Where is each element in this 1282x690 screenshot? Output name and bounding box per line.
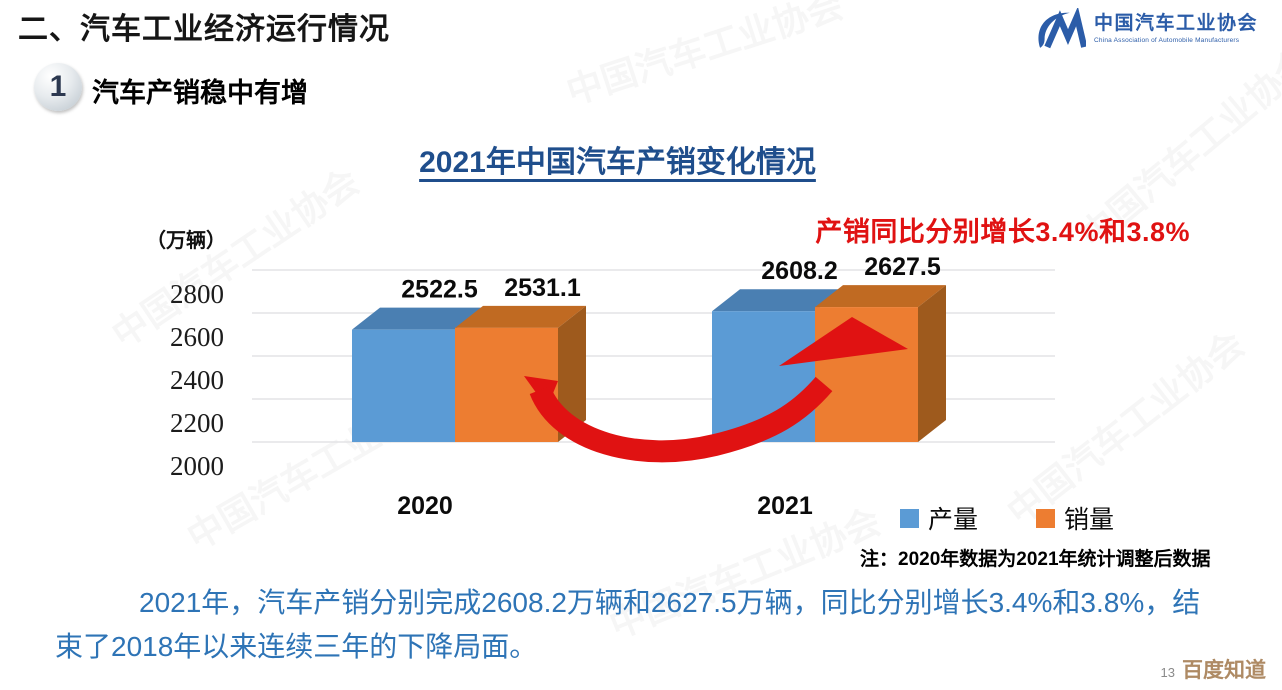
bar-top-face	[352, 307, 483, 330]
y-tick-label: 2600	[170, 322, 224, 352]
chart-legend: 产量 销量	[900, 500, 1114, 536]
legend-swatch-icon	[900, 508, 919, 528]
y-tick-label: 2800	[170, 279, 224, 309]
bar-side-face	[918, 285, 946, 442]
legend-item-销量: 销量	[1036, 500, 1114, 536]
bar-top-face	[455, 305, 586, 328]
growth-annotation: 产销同比分别增长3.4%和3.8%	[815, 217, 1190, 247]
page-number: 13	[1160, 665, 1175, 680]
y-tick-label: 2400	[170, 365, 224, 395]
baidu-zhidao-watermark: 百度知道	[1182, 659, 1266, 682]
section-number-badge: 1	[34, 63, 82, 111]
logo-name-cn: 中国汽车工业协会	[1094, 13, 1259, 34]
legend-label: 产量	[928, 506, 979, 534]
caam-logo-icon	[1038, 8, 1086, 49]
legend-swatch-icon	[1036, 508, 1056, 528]
bar-value-label: 2608.2	[761, 257, 837, 285]
bar-2020-产量	[352, 329, 455, 442]
bar-value-label: 2627.5	[864, 253, 941, 281]
chart-title: 2021年中国汽车产销变化情况	[0, 137, 1235, 181]
bar-value-label: 2531.1	[504, 274, 581, 302]
legend-label: 销量	[1064, 506, 1115, 534]
x-category-label: 2020	[397, 492, 453, 520]
chart-note: 注：2020年数据为2021年统计调整后数据	[860, 549, 1211, 570]
bar-2021-产量	[712, 311, 815, 442]
y-axis-unit-label: （万辆）	[146, 230, 226, 252]
footer: 13 百度知道	[1161, 654, 1266, 684]
y-tick-label: 2200	[170, 408, 224, 438]
summary-paragraph: 2021年，汽车产销分别完成2608.2万辆和2627.5万辆，同比分别增长3.…	[55, 587, 1201, 663]
bar-side-face	[558, 305, 586, 442]
bar-top-face	[815, 285, 946, 308]
bar-2021-销量	[815, 307, 918, 442]
chart-title-text: 2021年中国汽车产销变化情况	[419, 146, 816, 179]
bar-top-face	[712, 289, 843, 312]
legend-item-产量: 产量	[900, 500, 978, 536]
x-category-label: 2021	[757, 492, 813, 520]
subsection-title: 汽车产销稳中有增	[92, 78, 308, 108]
section-title: 二、汽车工业经济运行情况	[18, 13, 390, 46]
bar-value-label: 2522.5	[401, 276, 478, 304]
y-tick-label: 2000	[170, 451, 224, 481]
caam-logo: 中国汽车工业协会 China Association of Automobile…	[1032, 8, 1258, 50]
bar-2020-销量	[455, 327, 558, 442]
logo-name-en: China Association of Automobile Manufact…	[1094, 37, 1240, 44]
